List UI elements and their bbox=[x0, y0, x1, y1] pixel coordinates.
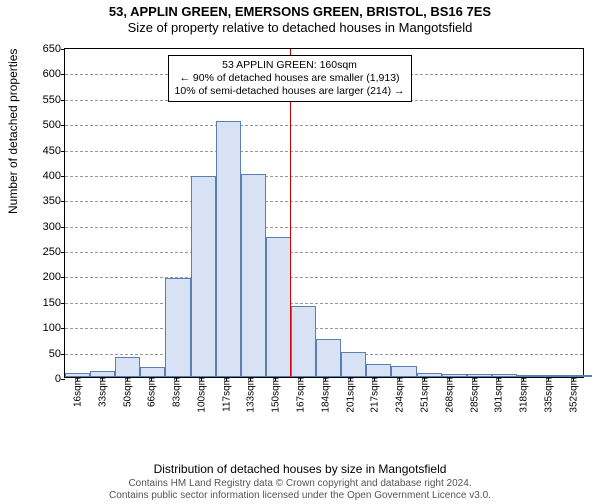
histogram-bar bbox=[165, 278, 190, 377]
gridline bbox=[65, 151, 583, 152]
gridline bbox=[65, 176, 583, 177]
histogram-bar bbox=[291, 306, 316, 377]
gridline bbox=[65, 252, 583, 253]
xtick-label: 318sqm bbox=[516, 377, 529, 413]
xtick-label: 167sqm bbox=[293, 377, 306, 413]
ytick-label: 350 bbox=[43, 195, 65, 207]
histogram-bar bbox=[391, 366, 416, 377]
xtick-label: 150sqm bbox=[268, 377, 281, 413]
annotation-box: 53 APPLIN GREEN: 160sqm ← 90% of detache… bbox=[168, 55, 412, 102]
xtick-label: 117sqm bbox=[220, 377, 233, 412]
histogram-bar bbox=[191, 176, 216, 377]
gridline bbox=[65, 328, 583, 329]
histogram-bar bbox=[366, 364, 391, 377]
xtick-label: 16sqm bbox=[70, 377, 83, 407]
xtick-label: 201sqm bbox=[344, 377, 357, 413]
xtick-label: 66sqm bbox=[144, 377, 157, 407]
annotation-line1: 53 APPLIN GREEN: 160sqm bbox=[175, 59, 405, 72]
ytick-label: 500 bbox=[43, 119, 65, 131]
gridline bbox=[65, 227, 583, 228]
y-axis-label: Number of detached properties bbox=[6, 49, 20, 214]
ytick-label: 150 bbox=[43, 297, 65, 309]
histogram-bar bbox=[341, 352, 366, 377]
xtick-label: 50sqm bbox=[121, 377, 134, 407]
ytick-label: 0 bbox=[55, 373, 65, 385]
ytick-label: 450 bbox=[43, 145, 65, 157]
histogram-bar bbox=[316, 339, 341, 377]
histogram-bar bbox=[140, 367, 165, 377]
ytick-label: 200 bbox=[43, 271, 65, 283]
xtick-label: 217sqm bbox=[367, 377, 380, 413]
annotation-line2: ← 90% of detached houses are smaller (1,… bbox=[175, 72, 405, 85]
histogram-bar bbox=[115, 357, 140, 377]
ytick-label: 600 bbox=[43, 68, 65, 80]
ytick-label: 300 bbox=[43, 221, 65, 233]
histogram-bar bbox=[266, 237, 291, 377]
gridline bbox=[65, 201, 583, 202]
xtick-label: 100sqm bbox=[194, 377, 207, 413]
xtick-label: 234sqm bbox=[392, 377, 405, 413]
ytick-label: 100 bbox=[43, 322, 65, 334]
xtick-label: 352sqm bbox=[567, 377, 580, 413]
xtick-label: 83sqm bbox=[169, 377, 182, 407]
footer-line2: Contains public sector information licen… bbox=[0, 490, 600, 502]
xtick-label: 268sqm bbox=[443, 377, 456, 413]
footer: Contains HM Land Registry data © Crown c… bbox=[0, 478, 600, 502]
gridline bbox=[65, 303, 583, 304]
ytick-label: 50 bbox=[49, 348, 65, 360]
annotation-line3: 10% of semi-detached houses are larger (… bbox=[175, 85, 405, 98]
ytick-label: 400 bbox=[43, 170, 65, 182]
xtick-label: 33sqm bbox=[95, 377, 108, 407]
xtick-label: 251sqm bbox=[417, 377, 430, 413]
plot-area: 0501001502002503003504004505005506006501… bbox=[64, 48, 584, 378]
gridline bbox=[65, 277, 583, 278]
xtick-label: 335sqm bbox=[542, 377, 555, 413]
footer-line1: Contains HM Land Registry data © Crown c… bbox=[0, 478, 600, 490]
gridline bbox=[65, 125, 583, 126]
xtick-label: 301sqm bbox=[491, 377, 504, 413]
x-axis-label: Distribution of detached houses by size … bbox=[0, 462, 600, 476]
ytick-label: 250 bbox=[43, 246, 65, 258]
xtick-label: 184sqm bbox=[319, 377, 332, 413]
ytick-label: 550 bbox=[43, 94, 65, 106]
histogram-bar bbox=[241, 174, 266, 377]
xtick-label: 133sqm bbox=[243, 377, 256, 413]
xtick-label: 285sqm bbox=[468, 377, 481, 413]
histogram-bar bbox=[216, 121, 241, 377]
title-block: 53, APPLIN GREEN, EMERSONS GREEN, BRISTO… bbox=[0, 4, 600, 35]
ytick-label: 650 bbox=[43, 43, 65, 55]
title-line1: 53, APPLIN GREEN, EMERSONS GREEN, BRISTO… bbox=[0, 4, 600, 19]
chart-container: 53, APPLIN GREEN, EMERSONS GREEN, BRISTO… bbox=[0, 4, 600, 504]
title-line2: Size of property relative to detached ho… bbox=[0, 20, 600, 35]
